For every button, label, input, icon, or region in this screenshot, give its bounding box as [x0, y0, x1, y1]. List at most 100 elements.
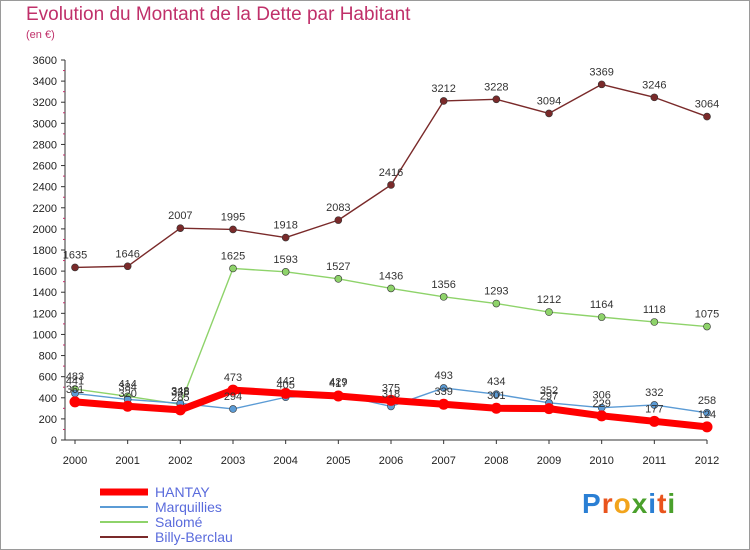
data-label: 1527	[326, 261, 350, 273]
data-label: 177	[645, 403, 663, 415]
data-label: 1635	[63, 249, 87, 261]
chart-title: Evolution du Montant de la Dette par Hab…	[26, 4, 411, 25]
data-label: 320	[118, 388, 136, 400]
legend-entry: Marquillies	[155, 499, 222, 515]
data-label: 332	[645, 387, 663, 399]
data-label: 384	[118, 381, 136, 393]
legend-entry: HANTAY	[155, 484, 210, 500]
data-point	[387, 181, 395, 189]
x-tick-label: 2009	[537, 455, 561, 467]
data-point	[123, 262, 132, 271]
data-label: 285	[171, 392, 189, 404]
data-point	[229, 264, 237, 273]
data-point	[387, 284, 395, 293]
data-point	[122, 400, 134, 412]
data-label: 3369	[589, 66, 613, 78]
y-tick-label: 2400	[33, 182, 57, 194]
data-point	[229, 225, 237, 234]
data-point	[703, 112, 711, 121]
data-label: 1356	[431, 279, 455, 291]
y-tick-label: 2800	[33, 139, 57, 151]
data-label: 3228	[484, 81, 508, 93]
data-label: 339	[434, 386, 452, 398]
logo-letter: i	[648, 488, 658, 519]
data-point	[545, 308, 553, 316]
data-point	[334, 275, 343, 283]
logo-letter: i	[667, 488, 677, 519]
data-label: 3212	[431, 83, 455, 95]
y-tick-label: 3400	[33, 76, 57, 88]
logo-letter: r	[601, 488, 614, 519]
data-label: 258	[698, 395, 716, 407]
data-label: 352	[540, 385, 558, 397]
data-label: 124	[698, 409, 716, 421]
data-label: 3064	[695, 99, 719, 111]
data-label: 306	[592, 390, 610, 402]
y-tick-label: 2600	[33, 161, 57, 173]
x-tick-label: 2008	[484, 455, 508, 467]
y-tick-label: 400	[39, 393, 57, 405]
data-label: 1436	[379, 270, 403, 282]
data-point	[543, 403, 555, 415]
data-point	[227, 384, 239, 396]
data-point	[701, 421, 713, 433]
y-tick-label: 800	[39, 351, 57, 363]
data-point	[439, 97, 448, 105]
data-point	[492, 390, 501, 398]
data-point	[280, 387, 292, 399]
data-label: 1164	[590, 299, 614, 311]
x-tick-label: 2007	[431, 455, 455, 467]
y-tick-label: 3200	[33, 97, 57, 109]
data-point	[334, 216, 343, 224]
y-tick-label: 3600	[33, 55, 57, 67]
data-point	[332, 390, 344, 402]
y-tick-label: 2200	[33, 203, 57, 215]
data-label: 2416	[379, 167, 403, 179]
y-tick-label: 1400	[33, 287, 57, 299]
logo-letter: t	[657, 488, 668, 519]
legend-entry: Salomé	[155, 514, 203, 530]
data-point	[69, 396, 81, 408]
data-point	[281, 233, 290, 242]
data-point	[703, 408, 711, 417]
data-label: 1212	[537, 294, 561, 306]
data-point	[439, 384, 448, 392]
data-point	[492, 95, 501, 104]
data-point	[71, 263, 79, 272]
data-label: 1995	[221, 211, 245, 223]
data-label: 1293	[484, 286, 508, 298]
y-tick-label: 1600	[33, 266, 57, 278]
data-label: 1646	[115, 248, 139, 260]
data-label: 2007	[168, 210, 192, 222]
data-point	[439, 293, 448, 301]
y-tick-label: 1800	[33, 245, 57, 257]
data-point	[229, 405, 237, 413]
logo-letter: o	[613, 488, 632, 519]
data-label: 375	[382, 382, 400, 394]
data-label: 3246	[642, 79, 666, 91]
y-tick-label: 0	[51, 435, 57, 447]
data-point	[385, 394, 397, 406]
data-label: 417	[329, 378, 347, 390]
data-label: 405	[276, 379, 294, 391]
data-label: 229	[592, 398, 610, 410]
data-point	[648, 415, 660, 427]
data-label: 2083	[326, 202, 350, 214]
data-point	[174, 404, 186, 416]
data-label: 1593	[273, 254, 297, 266]
data-label: 338	[171, 386, 189, 398]
data-point	[545, 109, 553, 118]
data-label: 493	[434, 370, 452, 382]
data-point	[176, 224, 185, 232]
data-point	[650, 93, 659, 102]
data-label: 318	[382, 388, 400, 400]
y-tick-label: 1000	[33, 329, 57, 341]
x-tick-label: 2012	[695, 455, 719, 467]
data-label: 483	[66, 371, 84, 383]
data-label: 3094	[537, 95, 561, 107]
y-tick-label: 2000	[33, 224, 57, 236]
data-label: 348	[171, 385, 189, 397]
data-label: 297	[540, 391, 558, 403]
